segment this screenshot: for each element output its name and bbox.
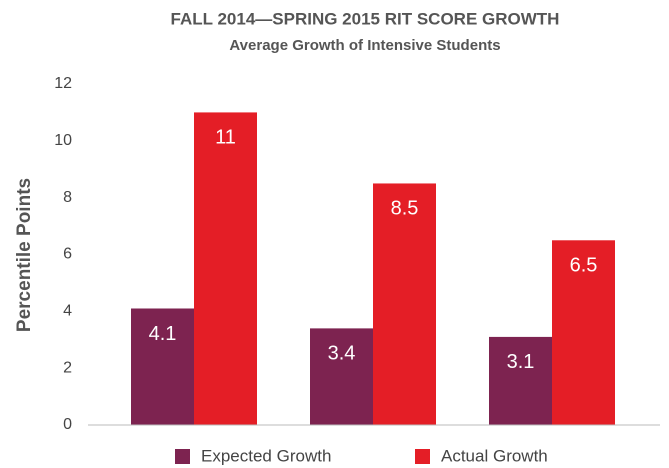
y-axis-label: Percentile Points	[14, 178, 35, 332]
bar	[194, 112, 257, 426]
bar	[552, 240, 615, 425]
bar	[131, 308, 194, 425]
y-tick-label: 0	[63, 416, 72, 433]
chart-title: FALL 2014—SPRING 2015 RIT SCORE GROWTH	[171, 9, 560, 28]
data-label: 8.5	[391, 198, 419, 220]
y-tick-label: 10	[54, 132, 72, 149]
y-tick-label: 12	[54, 75, 72, 92]
data-label: 11	[215, 127, 236, 149]
data-label: 3.4	[328, 343, 356, 365]
legend-label: Actual Growth	[441, 446, 548, 465]
data-label: 3.1	[507, 351, 535, 373]
y-tick-label: 4	[63, 303, 72, 320]
bar	[373, 183, 436, 425]
data-label: 6.5	[570, 255, 598, 277]
y-tick-label: 8	[63, 189, 72, 206]
legend-swatch	[175, 449, 190, 464]
y-tick-label: 2	[63, 359, 72, 376]
data-label: 4.1	[149, 323, 177, 345]
chart-subtitle: Average Growth of Intensive Students	[229, 37, 500, 54]
y-tick-label: 6	[63, 246, 72, 263]
bar	[489, 336, 552, 425]
legend-label: Expected Growth	[201, 446, 331, 465]
legend-swatch	[415, 449, 430, 464]
bar	[310, 328, 373, 425]
